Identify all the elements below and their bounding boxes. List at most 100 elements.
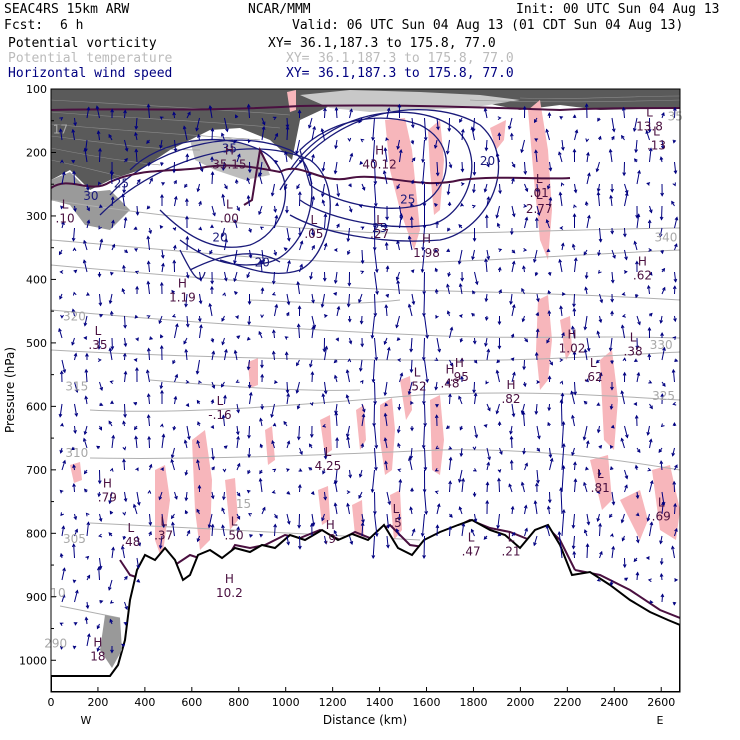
wind-vector-head xyxy=(183,439,188,444)
wind-vector-head xyxy=(210,338,215,343)
wind-vector xyxy=(261,117,266,125)
wind-vector-head xyxy=(409,369,414,374)
wind-vector xyxy=(61,221,65,229)
wind-vector xyxy=(597,425,600,433)
wind-vector xyxy=(597,192,600,207)
wind-vector xyxy=(361,513,364,523)
wind-vector-head xyxy=(247,454,252,459)
wind-vector xyxy=(399,213,402,229)
wind-vector xyxy=(546,525,550,537)
wind-vector-head xyxy=(324,345,329,350)
wind-vector-head xyxy=(571,452,575,457)
wind-vector xyxy=(221,337,225,345)
wind-vector-head xyxy=(484,316,489,321)
wind-vector-head xyxy=(408,456,412,461)
extremum-marker: H xyxy=(225,143,234,157)
wind-vector xyxy=(197,440,200,449)
wind-vector-head xyxy=(183,340,187,345)
extremum-value: .81 xyxy=(591,481,610,495)
wind-vector-head xyxy=(184,303,188,308)
wind-vector-head xyxy=(99,600,104,604)
wind-vector-head xyxy=(122,446,127,451)
wind-vector-head xyxy=(383,437,388,442)
wind-vector-head xyxy=(311,244,315,249)
wind-vector xyxy=(611,546,614,559)
wind-vector-head xyxy=(496,359,501,364)
wind-vector-head xyxy=(473,392,478,397)
wind-vector xyxy=(197,460,200,471)
wind-vector-head xyxy=(210,425,215,429)
wind-vector-head xyxy=(647,467,652,472)
wind-vector-head xyxy=(86,207,90,212)
wind-vector-head xyxy=(510,333,515,338)
wind-vector-head xyxy=(295,150,299,155)
wind-vector-head xyxy=(122,536,127,541)
wind-vector-head xyxy=(573,478,578,483)
wind-vector xyxy=(536,205,540,216)
wind-vector xyxy=(258,205,263,215)
wind-vector-head xyxy=(584,286,588,291)
wind-vector-head xyxy=(297,305,302,310)
wind-vector-head xyxy=(397,517,402,522)
extremum-value: .5 xyxy=(390,516,401,530)
wind-vector-head xyxy=(611,128,616,133)
extremum-marker: H xyxy=(445,362,454,376)
wind-vector-head xyxy=(460,168,465,173)
wind-vector-head xyxy=(235,315,239,320)
wind-vector xyxy=(135,436,138,449)
extremum-marker: L xyxy=(658,496,665,510)
wind-vector-head xyxy=(159,281,164,286)
wind-vector-head xyxy=(672,182,676,187)
wind-vector xyxy=(233,271,238,282)
wind-vector-head xyxy=(196,399,201,404)
wind-vector xyxy=(561,421,565,449)
wind-vector xyxy=(259,418,263,427)
wind-vector-head xyxy=(460,182,465,186)
wind-vector-head xyxy=(286,301,291,306)
x-axis-title: Distance (km) xyxy=(323,713,407,727)
wind-vector-head xyxy=(360,260,365,265)
wind-vector xyxy=(123,265,125,273)
field-1-xy: 36.1,187.3 to 175.8, 77.0 xyxy=(300,36,496,51)
wind-vector-head xyxy=(109,467,114,472)
wind-vector xyxy=(374,183,377,207)
wind-vector-head xyxy=(146,393,151,398)
wind-vector-head xyxy=(84,616,89,621)
wind-vector-head xyxy=(659,540,663,545)
wind-vector xyxy=(310,271,313,280)
wind-vector-head xyxy=(621,537,626,542)
wind-vector-head xyxy=(375,291,379,296)
wind-vector-head xyxy=(211,466,215,471)
extremum-marker: L xyxy=(508,531,515,545)
wind-vector xyxy=(586,513,590,525)
extremum-value: .05 xyxy=(304,227,323,241)
terrain-fill xyxy=(51,518,680,692)
wind-vector xyxy=(185,349,188,361)
wind-vector xyxy=(74,425,76,433)
wind-vector-head xyxy=(247,301,252,306)
wind-vector-head xyxy=(171,313,176,318)
wind-vector-head xyxy=(309,363,313,368)
wind-vector-head xyxy=(58,327,62,332)
wind-vector-head xyxy=(122,264,126,269)
wind-vector-head xyxy=(185,403,190,408)
wind-vector-head xyxy=(435,172,440,177)
wind-vector-head xyxy=(424,511,429,516)
extremum-value: .48 xyxy=(121,535,140,549)
wind-vector xyxy=(496,153,500,163)
wind-vector-head xyxy=(211,384,216,389)
wind-vector-head xyxy=(62,567,66,572)
wind-vector xyxy=(321,293,325,308)
wind-vector-head xyxy=(72,645,77,650)
x-tick-label: 1400 xyxy=(366,696,394,709)
wind-vector xyxy=(535,403,538,414)
wind-vector xyxy=(374,161,376,185)
wind-vector-head xyxy=(108,347,113,352)
wind-vector-head xyxy=(474,434,479,439)
wind-vector-head xyxy=(159,334,164,339)
wind-vector xyxy=(533,249,538,263)
wind-vector-head xyxy=(384,223,388,228)
wind-vector-head xyxy=(434,267,439,272)
wind-vector-head xyxy=(235,431,240,436)
wind-vector-head xyxy=(309,275,313,280)
